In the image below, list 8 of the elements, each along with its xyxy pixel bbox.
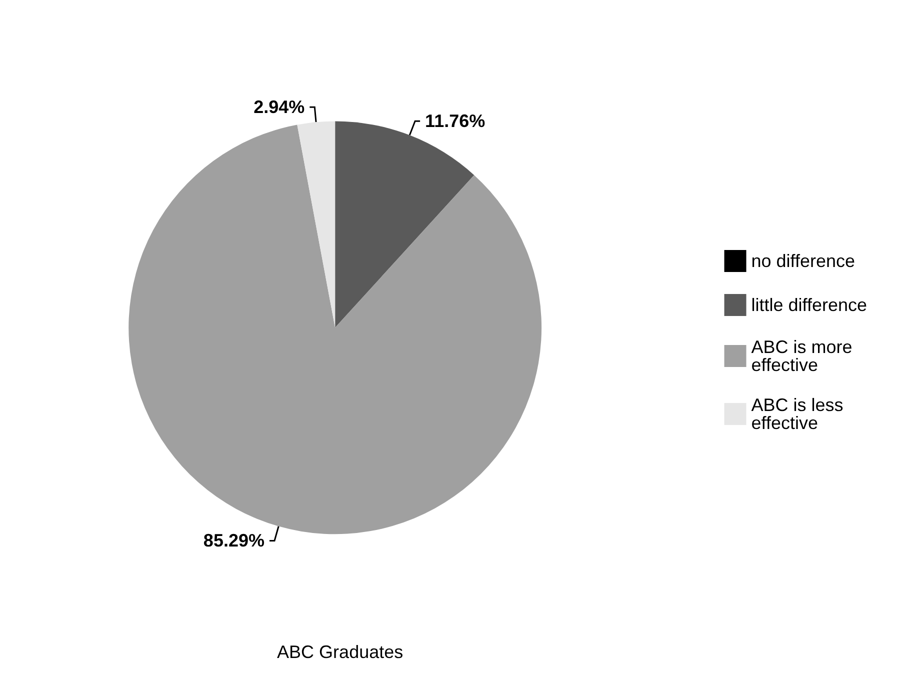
- legend-label: no difference: [751, 251, 856, 271]
- legend-label: little difference: [751, 295, 867, 315]
- data-label: 2.94%: [254, 97, 305, 118]
- data-label: 85.29%: [203, 530, 264, 551]
- legend-label: ABC is less effective: [751, 395, 848, 433]
- legend-label: ABC is more effective: [751, 337, 858, 375]
- text: ABC Graduates: [277, 642, 404, 662]
- data-label: 11.76%: [425, 111, 486, 132]
